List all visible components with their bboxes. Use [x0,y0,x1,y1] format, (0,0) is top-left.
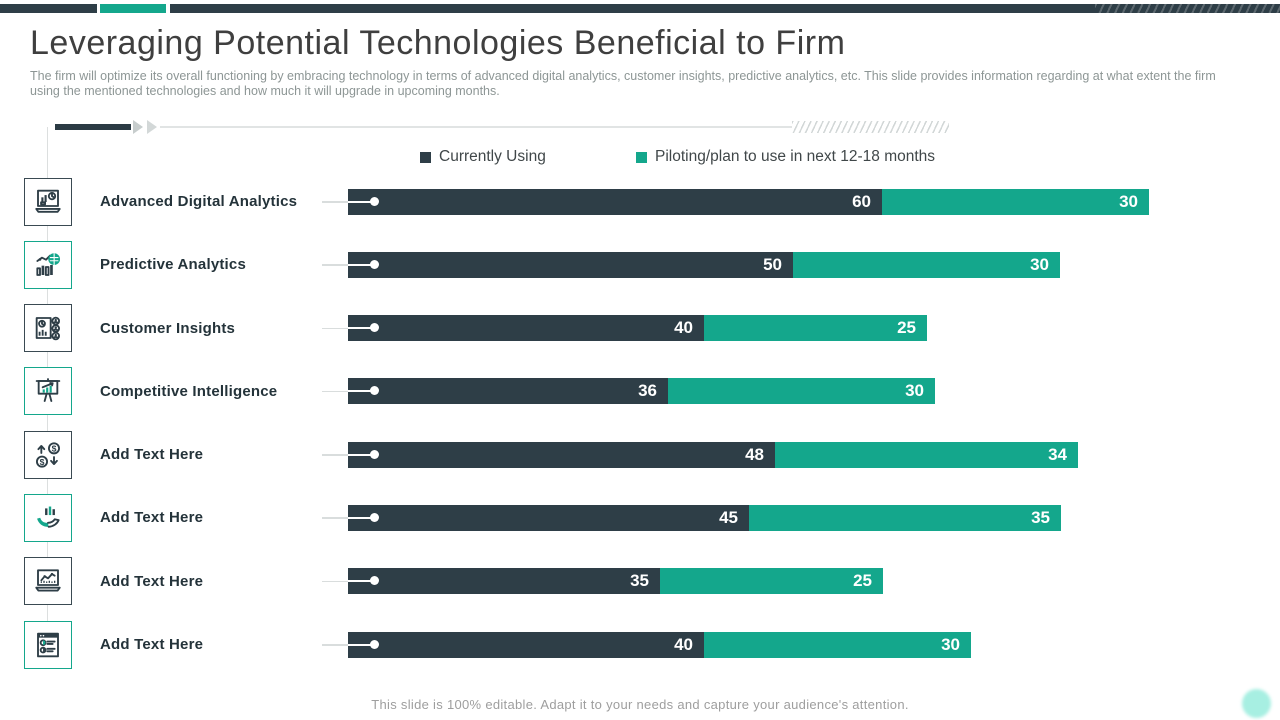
stacked-bar: 60 30 [348,188,1149,215]
stacked-bar: 40 25 [348,315,927,342]
svg-text:$: $ [52,443,57,453]
predictive-chart-icon [24,240,72,289]
page-title: Leveraging Potential Technologies Benefi… [30,24,846,62]
label-bar-connector [322,517,348,519]
timeline-arrow-icon [133,120,143,134]
bar-start-dot [370,513,379,523]
legend-item-currently-using: Currently Using [420,147,546,167]
topbar-dark-segment-long [170,4,1280,13]
presentation-growth-icon [24,367,72,416]
bar-start-line [348,517,371,520]
bar-segment-piloting: 25 [704,315,927,342]
hand-chart-icon [24,494,72,543]
legend-swatch-teal [636,151,647,163]
bar-segment-piloting: 35 [749,505,1061,532]
laptop-linechart-icon [24,557,72,606]
bar-start-line [348,200,371,203]
label-bar-connector [322,264,348,266]
chart-row: Add Text Here 40 30 [0,613,1280,676]
stacked-bar: 48 34 [348,441,1078,468]
top-accent-bar [0,4,1280,13]
row-label: Predictive Analytics [100,256,247,274]
bar-segment-piloting: 30 [882,188,1149,215]
row-label: Add Text Here [100,572,204,590]
bar-segment-currently-using: 35 [348,568,660,595]
timeline-dark-bar [55,124,131,130]
bar-segment-currently-using: 48 [348,441,775,468]
legend-label: Currently Using [439,148,546,165]
label-bar-connector [322,644,348,646]
bar-start-dot [370,196,379,206]
corner-accent-circle [1242,689,1271,718]
bar-segment-currently-using: 60 [348,188,882,215]
slide-subtitle: The firm will optimize its overall funct… [30,69,1216,98]
bar-segment-piloting: 34 [775,441,1078,468]
laptop-analytics-icon [24,177,72,226]
bar-segment-piloting: 25 [660,568,883,595]
bar-segment-currently-using: 50 [348,251,793,278]
label-bar-connector [322,454,348,456]
bar-start-dot [370,386,379,396]
label-bar-connector [322,580,348,583]
bar-start-line [348,453,371,456]
bar-start-line [348,643,371,646]
chart-row: Advanced Digital Analytics 60 30 [0,170,1280,233]
row-label: Competitive Intelligence [100,382,278,400]
topbar-dark-segment [0,4,97,13]
legend-item-piloting: Piloting/plan to use in next 12-18 month… [636,147,935,167]
timeline-thin-line [160,126,792,128]
bar-segment-currently-using: 40 [348,315,704,342]
timeline-hatch-band [792,121,949,133]
svg-text:$: $ [40,457,45,467]
label-bar-connector [322,201,348,203]
row-label: Advanced Digital Analytics [100,193,298,210]
chart-rows: Advanced Digital Analytics 60 30 Predictiv… [0,170,1280,676]
stacked-bar: 50 30 [348,251,1060,278]
label-bar-connector [322,327,348,330]
chart-row: Add Text Here 35 25 [0,550,1280,613]
bar-start-line [348,263,371,266]
stacked-bar: 45 35 [348,505,1061,532]
bar-segment-piloting: 30 [704,631,971,658]
checklist-icon [24,620,72,669]
bar-start-dot [370,259,379,269]
timeline-arrow-icon [147,120,157,134]
bar-start-dot [370,639,379,649]
row-label: Add Text Here [100,446,204,464]
chart-row: Competitive Intelligence 36 30 [0,360,1280,423]
legend-label: Piloting/plan to use in next 12-18 month… [655,148,936,165]
chart-row: Predictive Analytics 50 30 [0,233,1280,296]
stacked-bar: 35 25 [348,568,883,595]
bar-start-line [348,580,371,583]
bar-start-dot [370,449,379,459]
bar-segment-piloting: 30 [793,251,1060,278]
money-flow-icon: $ $ [24,430,72,479]
stacked-bar: 36 30 [348,378,935,405]
bar-start-line [348,327,371,330]
row-label: Add Text Here [100,509,204,527]
bar-start-line [348,390,371,393]
legend-swatch-dark [420,151,431,163]
bar-start-dot [370,323,379,333]
bar-segment-piloting: 30 [668,378,935,405]
row-label: Customer Insights [100,319,236,337]
label-bar-connector [322,390,348,393]
chart-row: Customer Insights 40 25 [0,297,1280,360]
bar-start-dot [370,576,379,586]
topbar-hatch-pattern [1095,4,1280,13]
chart-row: Add Text Here 45 35 [0,486,1280,549]
bar-segment-currently-using: 36 [348,378,668,405]
row-label: Add Text Here [100,636,204,654]
stacked-bar: 40 30 [348,631,971,658]
editable-note: This slide is 100% editable. Adapt it to… [371,697,909,712]
topbar-teal-segment [100,4,166,13]
chart-row: $ $ Add Text Here 48 34 [0,423,1280,486]
bar-segment-currently-using: 45 [348,505,749,532]
bar-segment-currently-using: 40 [348,631,704,658]
customer-insights-icon [24,304,72,353]
